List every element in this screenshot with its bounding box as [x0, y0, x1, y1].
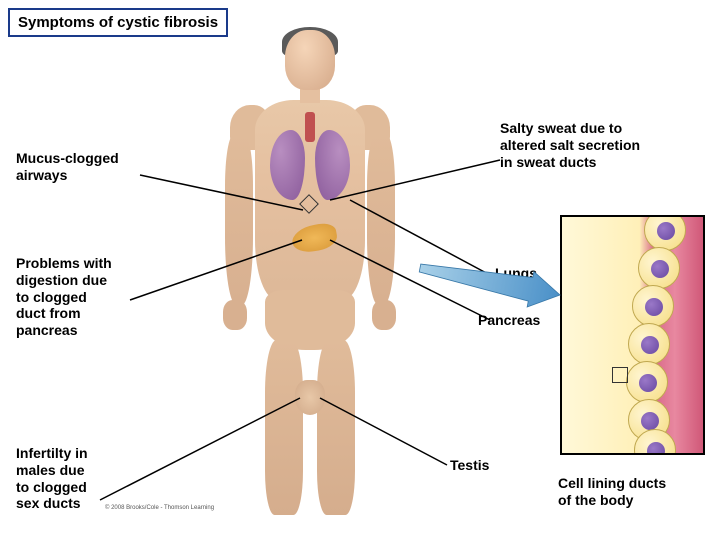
cell — [628, 323, 670, 365]
title-text: Symptoms of cystic fibrosis — [18, 14, 218, 31]
title-box: Symptoms of cystic fibrosis — [8, 8, 228, 37]
cell — [644, 215, 686, 251]
callout-box-cell — [612, 367, 628, 383]
head — [285, 30, 335, 90]
cell — [632, 285, 674, 327]
cell-lining-panel — [560, 215, 705, 455]
testis-area — [295, 380, 325, 415]
label-lungs: Lungs — [495, 265, 537, 282]
cell — [626, 361, 668, 403]
label-infertility: Infertilty in males due to clogged sex d… — [16, 445, 88, 512]
cell — [638, 247, 680, 289]
label-airways: Mucus-clogged airways — [16, 150, 119, 184]
label-testis: Testis — [450, 457, 489, 474]
label-pancreas: Pancreas — [478, 312, 540, 329]
copyright-text: © 2008 Brooks/Cole - Thomson Learning — [105, 505, 214, 511]
label-digestion: Problems with digestion due to clogged d… — [16, 255, 112, 339]
label-cell-lining: Cell lining ducts of the body — [558, 475, 666, 509]
label-sweat: Salty sweat due to altered salt secretio… — [500, 120, 640, 170]
anatomy-figure — [200, 30, 420, 520]
